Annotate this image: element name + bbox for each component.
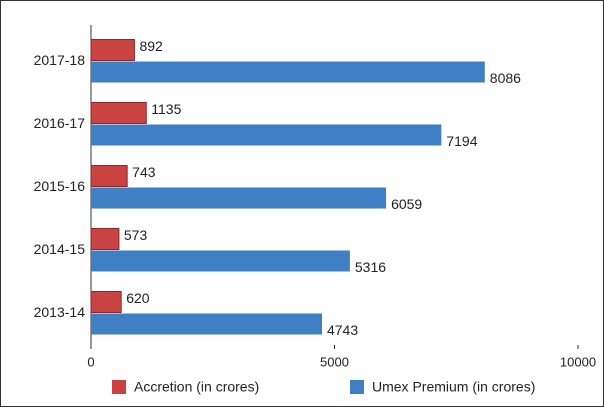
y-tick-label: 2016-17	[34, 115, 86, 131]
bar	[90, 102, 147, 124]
bar	[91, 187, 387, 209]
x-tick-label: 5000	[320, 354, 349, 369]
bar	[90, 165, 128, 187]
bar	[90, 291, 122, 313]
legend-label: Umex Premium (in crores)	[372, 379, 535, 395]
bar	[90, 228, 120, 250]
data-label: 8086	[490, 70, 521, 86]
legend-label: Accretion (in crores)	[134, 379, 259, 395]
bar	[90, 39, 135, 61]
data-label: 6059	[391, 196, 422, 212]
bar	[91, 313, 322, 335]
legend-swatch	[350, 380, 364, 394]
data-label: 573	[124, 227, 148, 243]
legend-swatch	[112, 380, 126, 394]
bar	[91, 250, 350, 272]
data-label: 743	[132, 164, 156, 180]
x-tick-label: 0	[87, 354, 94, 369]
x-tick-label: 10000	[560, 354, 596, 369]
bar	[91, 61, 485, 83]
data-label: 4743	[327, 322, 358, 338]
data-label: 7194	[446, 133, 477, 149]
y-tick-label: 2017-18	[34, 52, 86, 68]
data-label: 620	[126, 290, 150, 306]
y-tick-label: 2013-14	[34, 304, 86, 320]
y-tick-label: 2014-15	[34, 241, 86, 257]
y-tick-label: 2015-16	[34, 178, 86, 194]
data-label: 892	[139, 38, 163, 54]
data-label: 5316	[355, 259, 386, 275]
data-label: 1135	[151, 101, 181, 117]
bar	[91, 124, 442, 146]
